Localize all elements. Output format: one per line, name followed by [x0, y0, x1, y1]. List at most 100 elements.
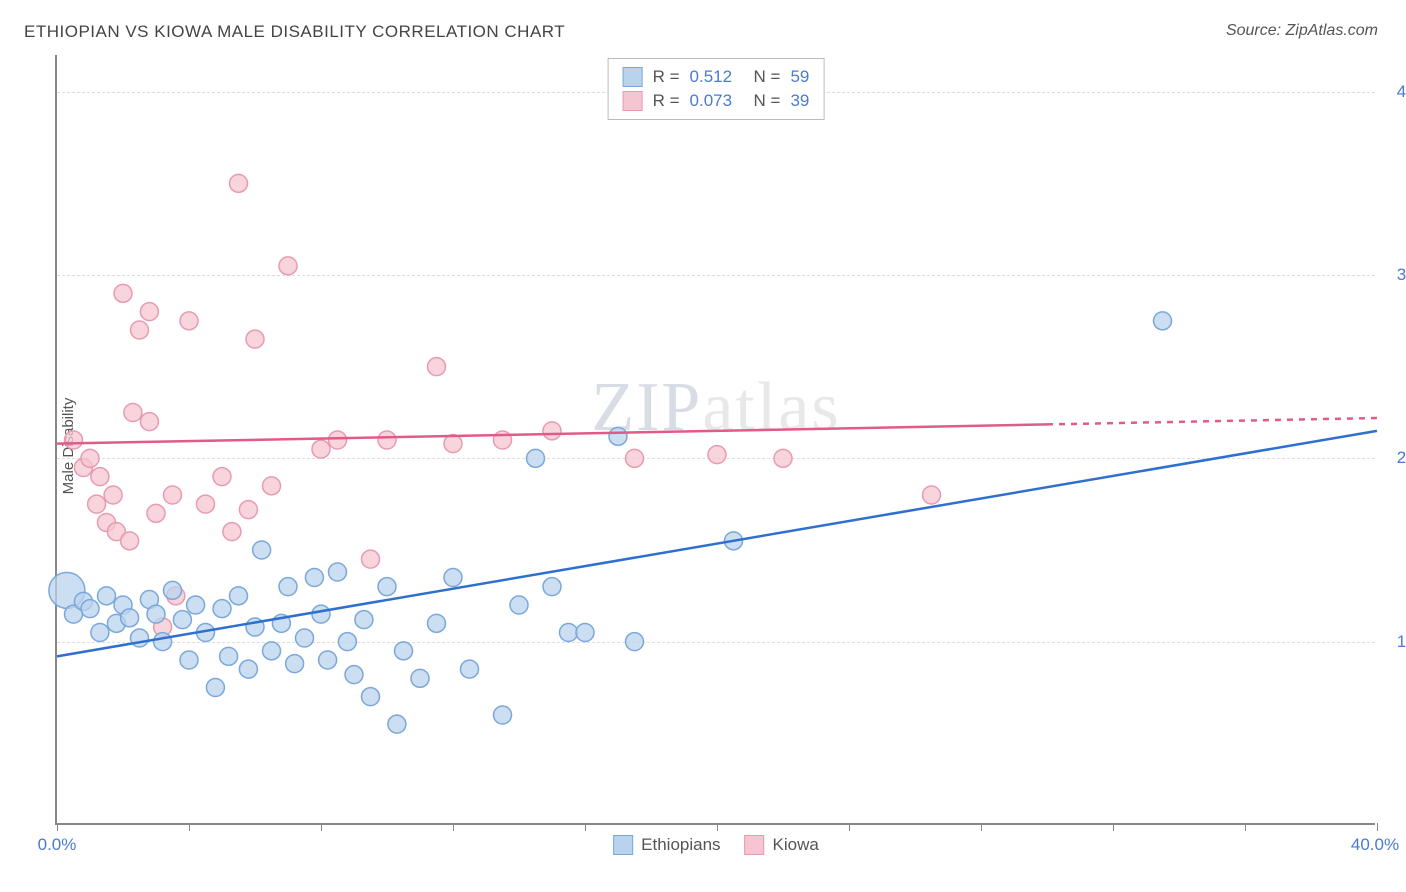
- correlation-legend: R = 0.512 N = 59R = 0.073 N = 39: [608, 58, 825, 120]
- data-point: [609, 427, 627, 445]
- data-point: [923, 486, 941, 504]
- trend-line-dashed: [1047, 418, 1377, 424]
- chart-title: ETHIOPIAN VS KIOWA MALE DISABILITY CORRE…: [24, 22, 565, 42]
- data-point: [246, 330, 264, 348]
- data-point: [279, 257, 297, 275]
- data-point: [81, 600, 99, 618]
- data-point: [1154, 312, 1172, 330]
- data-point: [230, 174, 248, 192]
- data-point: [206, 679, 224, 697]
- data-point: [180, 312, 198, 330]
- x-tick-label-min: 0.0%: [38, 835, 77, 855]
- plot-area: ZIPatlas 10.0%20.0%30.0%40.0% R =0.512N …: [55, 55, 1375, 825]
- chart-container: ETHIOPIAN VS KIOWA MALE DISABILITY CORRE…: [0, 0, 1406, 892]
- data-point: [65, 431, 83, 449]
- legend-n-value: 39: [790, 91, 809, 111]
- data-point: [388, 715, 406, 733]
- data-point: [510, 596, 528, 614]
- legend-r-value: 0.512: [690, 67, 744, 87]
- data-point: [121, 532, 139, 550]
- data-point: [774, 449, 792, 467]
- data-point: [164, 486, 182, 504]
- data-point: [286, 655, 304, 673]
- data-point: [263, 642, 281, 660]
- data-point: [543, 578, 561, 596]
- x-tick: [717, 823, 718, 831]
- data-point: [173, 611, 191, 629]
- data-point: [124, 404, 142, 422]
- data-point: [114, 284, 132, 302]
- data-point: [345, 666, 363, 684]
- data-point: [147, 605, 165, 623]
- data-point: [362, 688, 380, 706]
- data-point: [263, 477, 281, 495]
- data-point: [329, 563, 347, 581]
- source-attribution: Source: ZipAtlas.com: [1226, 22, 1378, 40]
- data-point: [527, 449, 545, 467]
- data-point: [576, 624, 594, 642]
- data-point: [239, 501, 257, 519]
- legend-label: Ethiopians: [641, 835, 720, 855]
- data-point: [395, 642, 413, 660]
- legend-n-value: 59: [790, 67, 809, 87]
- x-tick: [1245, 823, 1246, 831]
- data-point: [305, 569, 323, 587]
- legend-item: Ethiopians: [613, 835, 720, 855]
- data-point: [444, 569, 462, 587]
- data-point: [213, 468, 231, 486]
- data-point: [312, 440, 330, 458]
- data-point: [140, 413, 158, 431]
- legend-n-label: N =: [754, 67, 781, 87]
- legend-item: Kiowa: [745, 835, 819, 855]
- legend-swatch: [623, 91, 643, 111]
- data-point: [378, 578, 396, 596]
- legend-r-label: R =: [653, 67, 680, 87]
- x-tick: [189, 823, 190, 831]
- data-point: [239, 660, 257, 678]
- legend-swatch: [613, 835, 633, 855]
- data-point: [213, 600, 231, 618]
- data-point: [362, 550, 380, 568]
- data-point: [708, 446, 726, 464]
- y-tick-label: 40.0%: [1385, 82, 1406, 102]
- x-tick: [1377, 823, 1378, 831]
- data-point: [296, 629, 314, 647]
- data-point: [560, 624, 578, 642]
- series-legend: Ethiopians Kiowa: [613, 835, 819, 855]
- data-point: [312, 605, 330, 623]
- data-point: [81, 449, 99, 467]
- data-point: [88, 495, 106, 513]
- scatter-svg: [57, 55, 1375, 823]
- x-tick: [981, 823, 982, 831]
- x-tick: [57, 823, 58, 831]
- data-point: [223, 523, 241, 541]
- x-tick: [453, 823, 454, 831]
- data-point: [444, 435, 462, 453]
- y-tick-label: 30.0%: [1385, 265, 1406, 285]
- legend-row: R =0.073N =39: [623, 89, 810, 113]
- data-point: [279, 578, 297, 596]
- legend-row: R = 0.512 N = 59: [623, 65, 810, 89]
- data-point: [253, 541, 271, 559]
- data-point: [428, 358, 446, 376]
- data-point: [180, 651, 198, 669]
- data-point: [626, 633, 644, 651]
- x-tick: [1113, 823, 1114, 831]
- y-tick-label: 10.0%: [1385, 632, 1406, 652]
- legend-swatch: [623, 67, 643, 87]
- data-point: [494, 706, 512, 724]
- x-tick: [321, 823, 322, 831]
- data-point: [355, 611, 373, 629]
- legend-n-label: N =: [754, 91, 781, 111]
- data-point: [104, 486, 122, 504]
- data-point: [91, 624, 109, 642]
- data-point: [461, 660, 479, 678]
- data-point: [338, 633, 356, 651]
- legend-r-value: 0.073: [690, 91, 744, 111]
- data-point: [98, 587, 116, 605]
- data-point: [140, 303, 158, 321]
- legend-label: Kiowa: [773, 835, 819, 855]
- data-point: [626, 449, 644, 467]
- data-point: [154, 633, 172, 651]
- data-point: [147, 504, 165, 522]
